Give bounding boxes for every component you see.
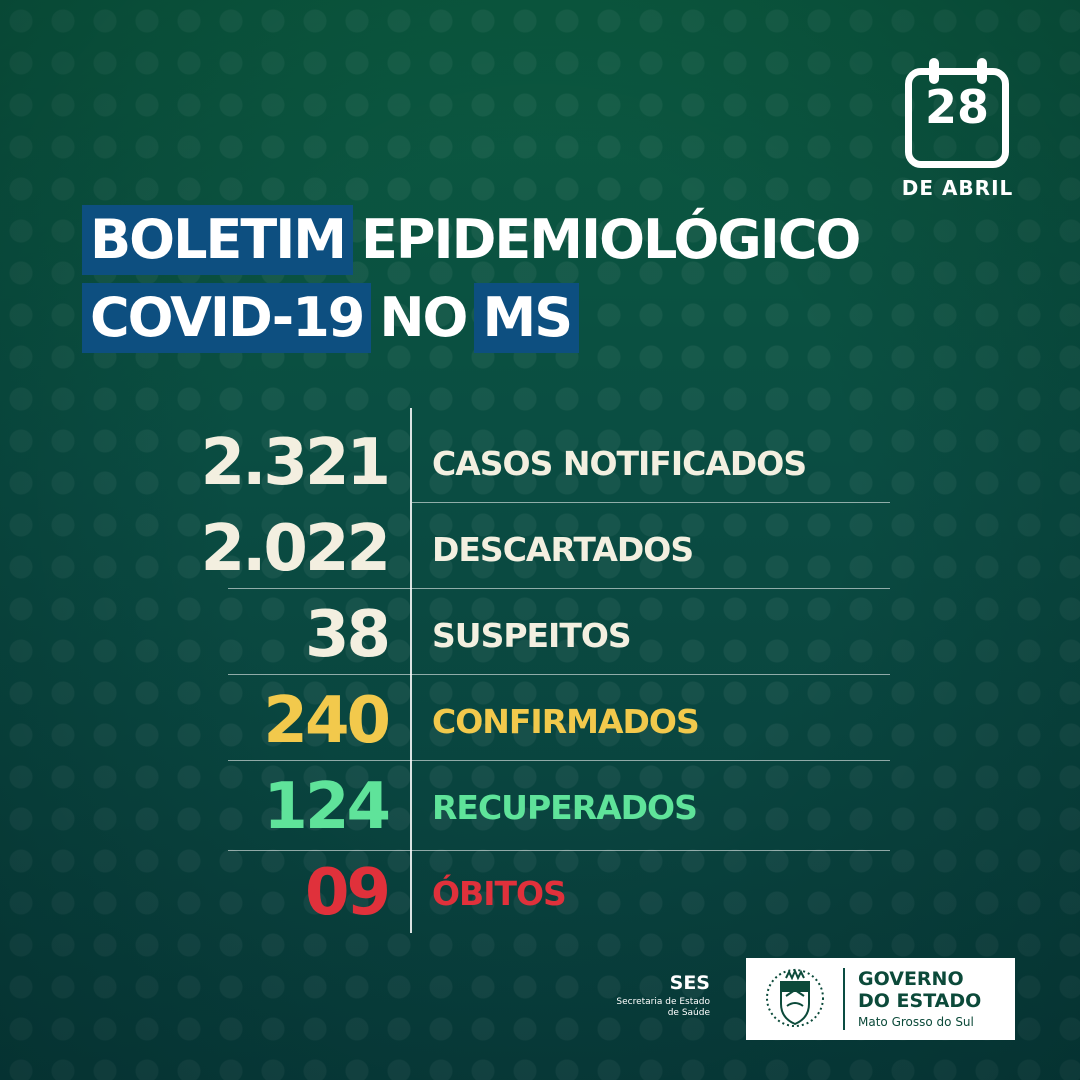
state-coat-of-arms-icon [766,968,824,1027]
stat-value: 2.321 [200,426,391,500]
title-word-no: NO [379,286,468,349]
government-state-name: Mato Grosso do Sul [858,1015,974,1029]
ses-acronym: SES [669,972,710,994]
title-word-covid: COVID-19 [82,283,372,353]
row-divider [228,850,890,851]
row-divider [412,502,890,503]
stat-label: DESCARTADOS [432,530,694,569]
title-word-ms: MS [474,283,580,353]
ses-logo: SES Secretaria de Estado de Saúde [596,972,710,1019]
stat-value: 38 [304,598,391,672]
calendar-frame [905,68,1009,168]
stat-label: RECUPERADOS [432,788,698,827]
calendar-ring-left [929,58,939,84]
stat-row: 38 SUSPEITOS [0,590,1080,676]
calendar-month: DE ABRIL [901,176,1014,200]
stat-row: 240 CONFIRMADOS [0,676,1080,762]
calendar-day: 28 [924,80,989,134]
stat-label: SUSPEITOS [432,616,632,655]
row-divider [228,760,890,761]
stat-value: 124 [263,770,391,844]
stat-row: 2.022 DESCARTADOS [0,504,1080,590]
title-line-2: COVID-19 NO MS [82,283,580,353]
stats-divider-vertical [410,408,412,933]
stat-value: 240 [263,684,391,758]
government-name-line-1: GOVERNO [858,968,964,990]
logo-separator [843,968,845,1030]
ses-name-line-2: de Saúde [667,1008,710,1018]
stat-row: 2.321 CASOS NOTIFICADOS [0,418,1080,504]
stat-row: 09 ÓBITOS [0,848,1080,934]
stat-label: CASOS NOTIFICADOS [432,444,807,483]
title-word-boletim: BOLETIM [82,205,354,275]
title-line-1: BOLETIM EPIDEMIOLÓGICO [82,205,867,275]
government-name-line-2: DO ESTADO [858,990,982,1012]
calendar-ring-right [977,58,987,84]
stat-row: 124 RECUPERADOS [0,762,1080,848]
stat-label: CONFIRMADOS [432,702,700,741]
title-word-epidemiologico: EPIDEMIOLÓGICO [361,208,861,271]
stat-value: 09 [304,856,391,930]
government-logo: GOVERNO DO ESTADO Mato Grosso do Sul [746,958,1015,1040]
ses-name-line-1: Secretaria de Estado [616,997,710,1007]
calendar-icon: 28 [905,58,1017,170]
row-divider [228,588,890,589]
stat-value: 2.022 [200,512,391,586]
row-divider [228,674,890,675]
stat-label: ÓBITOS [432,874,567,913]
